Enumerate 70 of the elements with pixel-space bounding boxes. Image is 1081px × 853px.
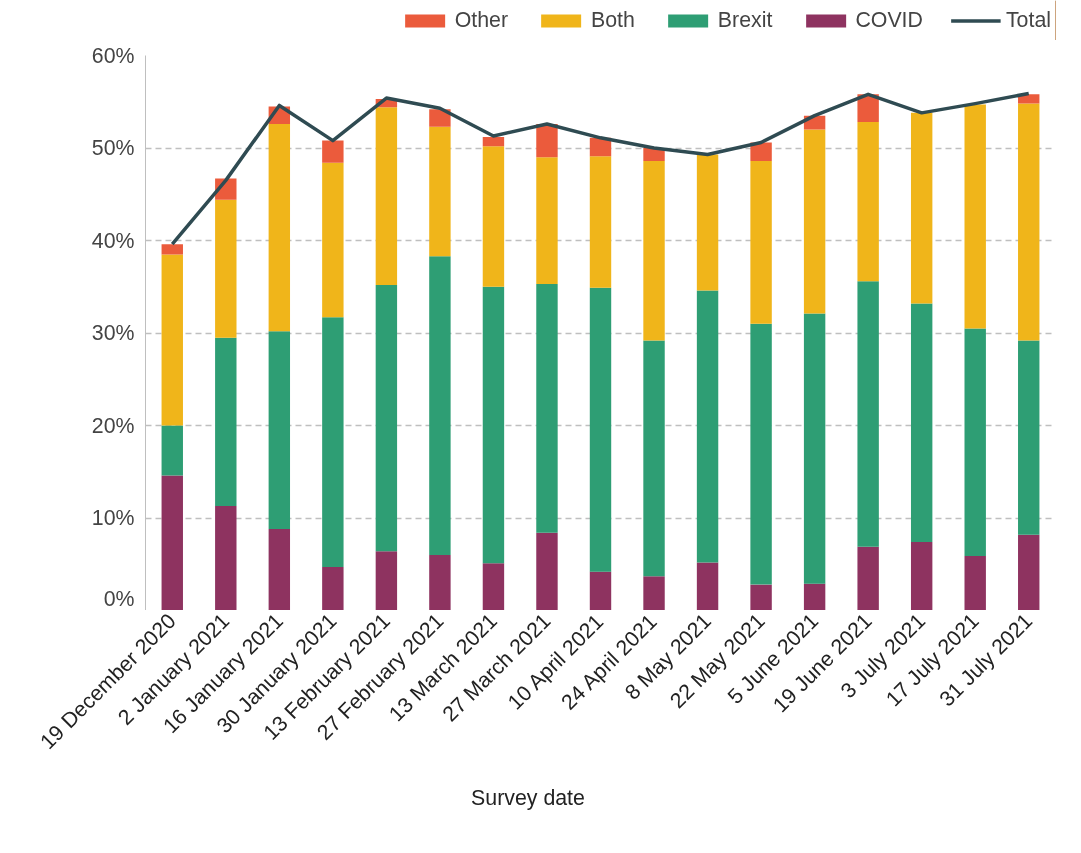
legend-label: Other (454, 7, 508, 33)
bar (482, 146, 505, 287)
y-tick-label: 30% (91, 321, 135, 345)
bar (643, 340, 665, 577)
bar (910, 542, 933, 610)
bar (161, 244, 183, 255)
bar (589, 156, 612, 288)
line-series (170, 91, 1031, 246)
bar (803, 583, 826, 610)
bar (1018, 340, 1040, 535)
bar (803, 129, 826, 314)
bar (429, 555, 451, 610)
bar (268, 331, 291, 530)
bar (750, 160, 772, 324)
bar (215, 199, 237, 338)
bar (589, 571, 612, 610)
bar (803, 313, 826, 584)
bar (643, 576, 665, 610)
bar (589, 287, 612, 572)
bar (429, 126, 451, 257)
bar (750, 142, 772, 161)
bar (322, 162, 344, 318)
bar (375, 551, 398, 610)
bar (536, 123, 558, 158)
y-tick-label: 10% (91, 506, 135, 530)
bar (696, 562, 719, 610)
bar (1018, 103, 1040, 341)
bar (482, 136, 505, 147)
bar (215, 505, 237, 610)
bar (375, 107, 398, 285)
legend-label: COVID (855, 7, 923, 33)
x-axis-title: Survey date (471, 785, 585, 810)
bar (857, 281, 879, 547)
bar (161, 425, 183, 476)
bar (375, 284, 398, 552)
bar (964, 555, 986, 610)
bar (696, 290, 719, 563)
y-tick-label: 20% (91, 413, 135, 438)
bar (857, 122, 879, 282)
bar (429, 256, 451, 555)
legend-label: Total (1005, 7, 1051, 33)
bar (750, 323, 772, 585)
bar (322, 567, 344, 610)
y-tick-label: 40% (91, 228, 135, 253)
bar (161, 475, 183, 610)
bar (322, 140, 344, 163)
bar (536, 157, 558, 284)
bar (643, 160, 665, 341)
y-tick-label: 0% (103, 586, 135, 611)
y-tick-label: 50% (91, 136, 135, 160)
bar (857, 546, 879, 610)
legend-label: Both (590, 7, 635, 33)
bar (268, 529, 291, 610)
bar (161, 254, 183, 426)
bar (482, 563, 505, 610)
bar (964, 104, 986, 329)
bar (910, 112, 933, 304)
bar (750, 584, 772, 610)
legend-label: Brexit (717, 7, 773, 33)
bar (910, 303, 933, 543)
bar (536, 532, 558, 610)
bar (696, 154, 719, 291)
bar (215, 337, 237, 506)
y-tick-label: 60% (91, 43, 135, 68)
bar (964, 328, 986, 556)
bar (1018, 534, 1040, 610)
bar (536, 283, 558, 533)
bar (322, 317, 344, 568)
bar (482, 286, 505, 564)
bar (268, 123, 291, 332)
